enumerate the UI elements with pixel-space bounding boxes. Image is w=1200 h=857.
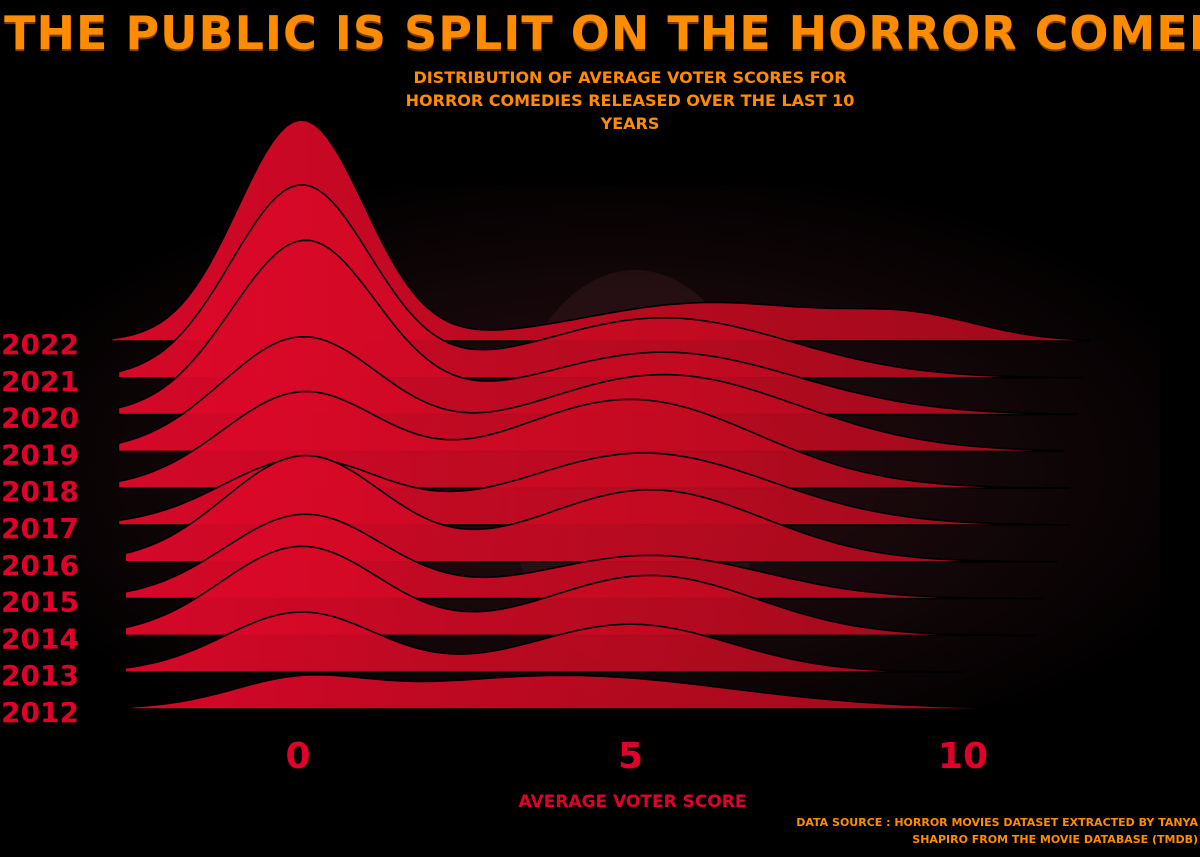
year-label-2022: 2022 — [1, 328, 79, 361]
year-label-2012: 2012 — [1, 696, 79, 729]
year-label-2018: 2018 — [1, 475, 79, 508]
ridge-2014 — [124, 545, 1037, 637]
x-axis-label: Average Voter Score — [518, 792, 747, 812]
chart-subtitle: Distribution of average voter scores for… — [405, 68, 855, 133]
x-axis-ticks: 0 5 10 — [285, 736, 988, 777]
ridges — [111, 119, 1091, 710]
year-label-2020: 2020 — [1, 402, 79, 435]
year-label-2017: 2017 — [1, 512, 79, 545]
year-label-2019: 2019 — [1, 438, 79, 471]
year-label-2021: 2021 — [1, 365, 79, 398]
ridge-2013 — [124, 611, 964, 673]
year-label-2014: 2014 — [1, 622, 79, 655]
x-tick-label-0: 0 — [285, 736, 310, 777]
year-label-2013: 2013 — [1, 659, 79, 692]
ridge-2012 — [131, 673, 1051, 710]
x-tick-label-10: 10 — [938, 736, 988, 777]
year-label-2016: 2016 — [1, 549, 79, 582]
ridge-2018 — [117, 390, 1071, 489]
x-tick-label-5: 5 — [618, 736, 643, 777]
data-source-note: Data source : Horror movies dataset extr… — [796, 816, 1198, 846]
year-label-2015: 2015 — [1, 586, 79, 619]
chart-title: The Public Is Split On The Horror Comedy — [4, 6, 1200, 60]
